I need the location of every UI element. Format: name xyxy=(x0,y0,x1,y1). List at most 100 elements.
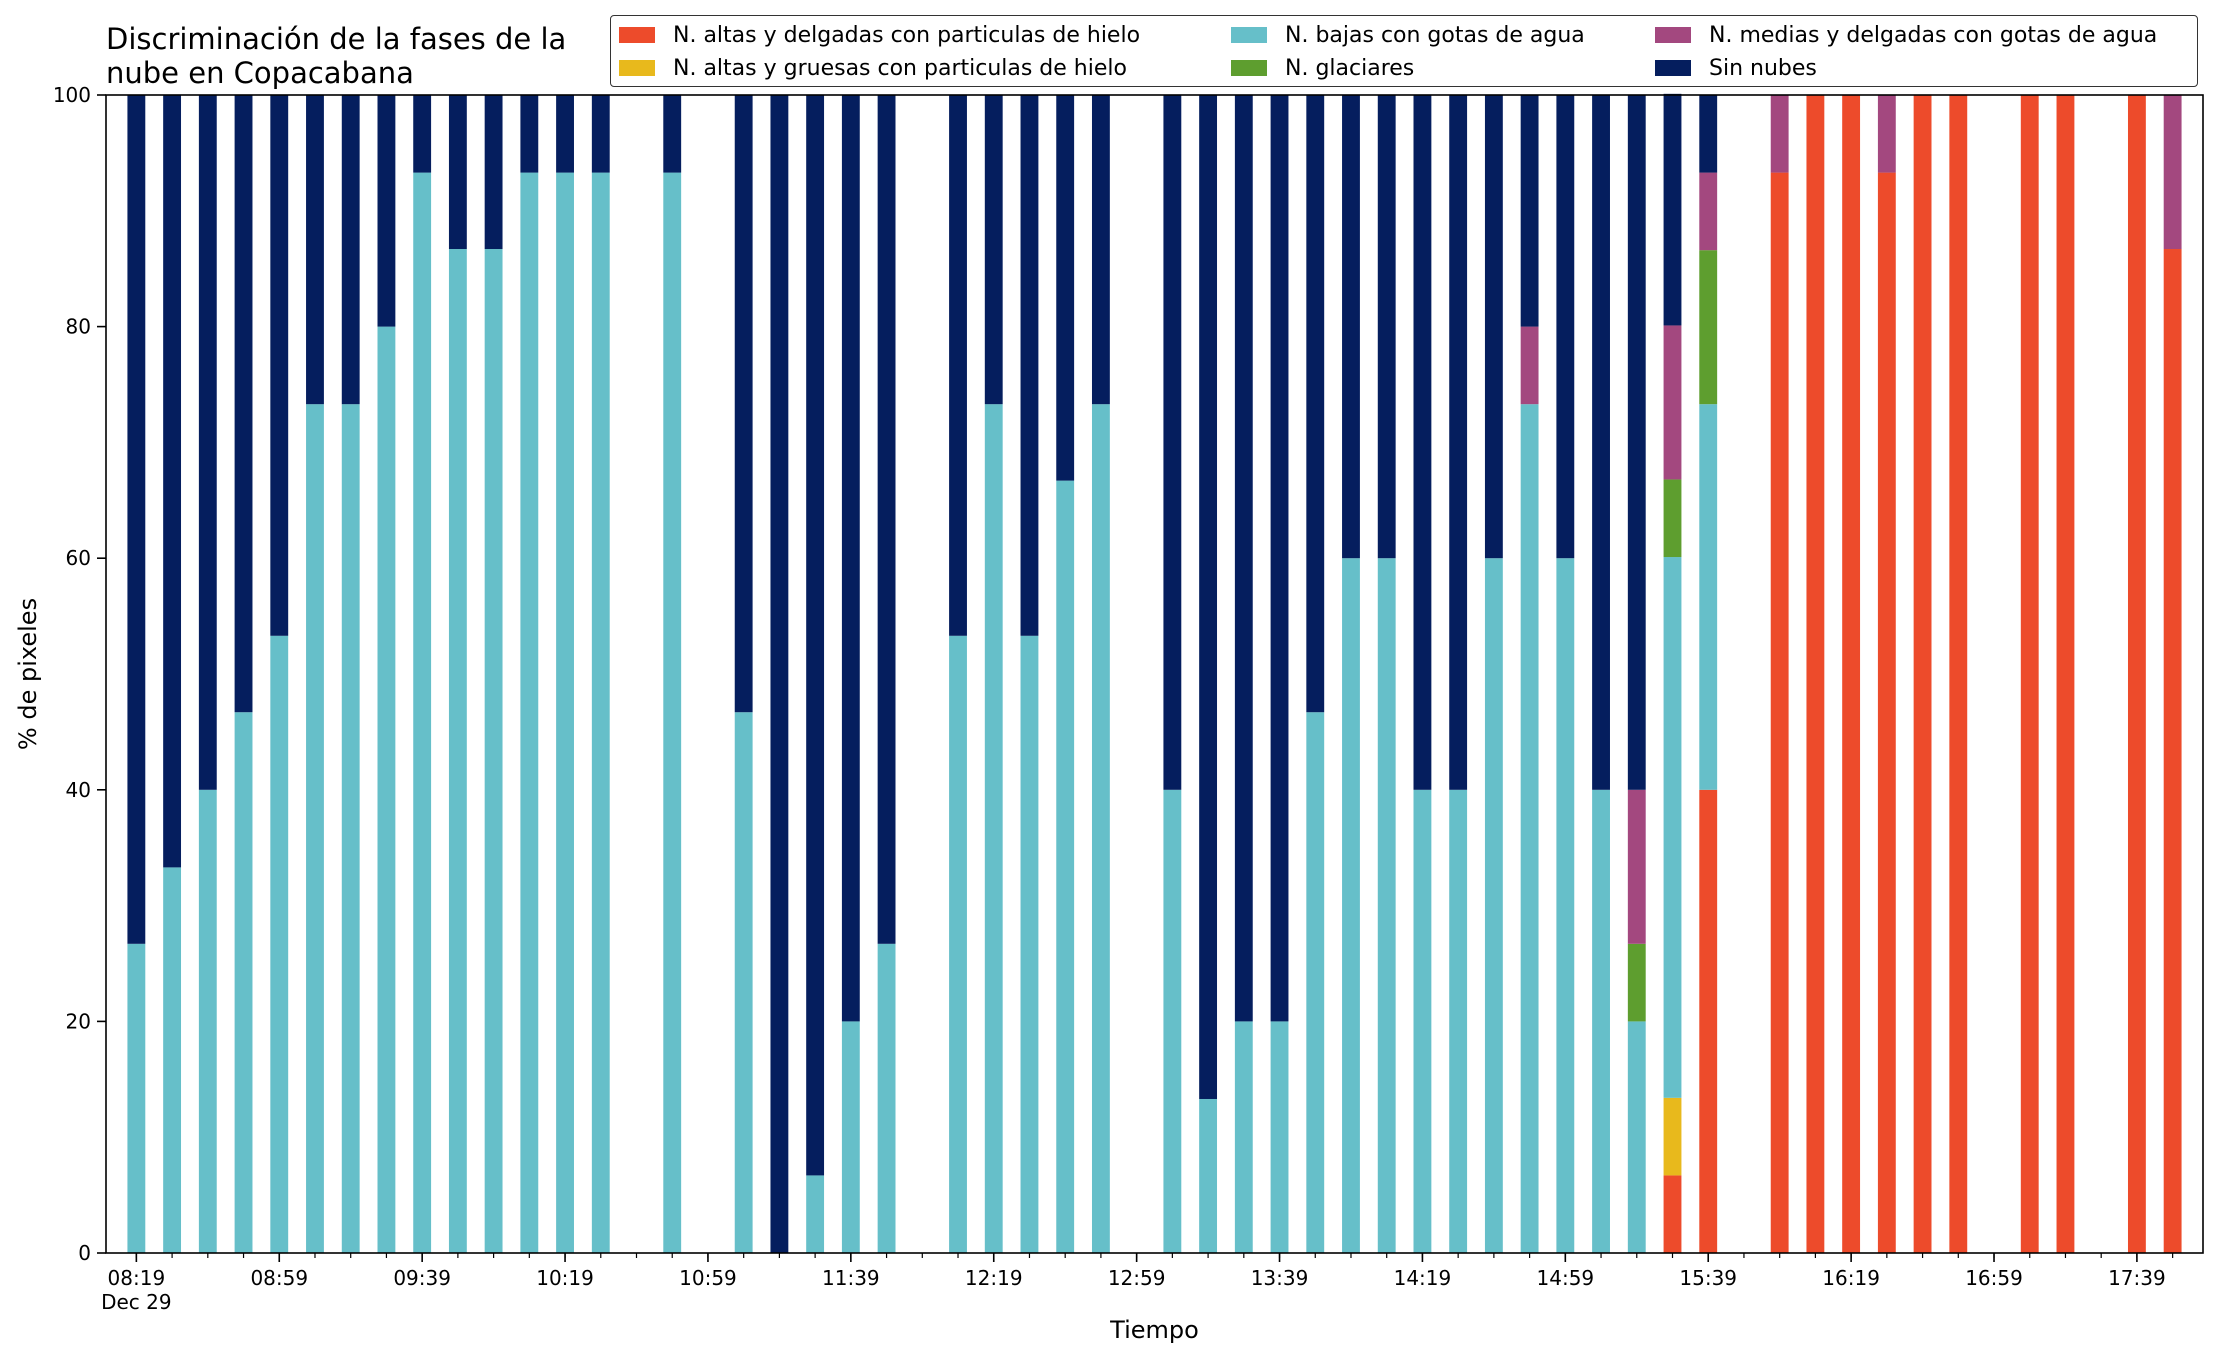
bar-segment-bajas xyxy=(413,172,432,1254)
x-tick-label: 10:19 xyxy=(536,1266,594,1290)
bar-segment-bajas xyxy=(806,1175,825,1253)
bar-segment-bajas xyxy=(341,404,360,1253)
x-tick-sublabel: Dec 29 xyxy=(101,1290,172,1314)
bar-segment-sin-nubes xyxy=(1163,95,1182,790)
bar-segment-bajas xyxy=(448,249,467,1253)
bar-segment-sin-nubes xyxy=(1699,95,1718,173)
bar-segment-sin-nubes xyxy=(306,95,324,405)
bar-segment-bajas xyxy=(1163,789,1182,1253)
bar-segment-altas-delgadas xyxy=(2056,95,2075,1253)
bar-segment-sin-nubes xyxy=(949,95,967,636)
bar-segment-bajas xyxy=(1699,404,1718,790)
bar-segment-bajas xyxy=(877,943,896,1253)
bar-segment-sin-nubes xyxy=(806,95,825,1176)
bar-segment-sin-nubes xyxy=(520,95,539,173)
bar-segment-sin-nubes xyxy=(1234,95,1253,1022)
bar-segment-sin-nubes xyxy=(1342,95,1360,559)
bar-segment-medias xyxy=(1520,326,1539,405)
bar-segment-sin-nubes xyxy=(1663,93,1682,326)
bar-segment-altas-delgadas xyxy=(1663,1175,1682,1253)
bar-segment-bajas xyxy=(198,789,217,1253)
bar-segment-bajas xyxy=(556,172,574,1254)
bar-segment-sin-nubes xyxy=(484,95,503,250)
bar-segment-sin-nubes xyxy=(1413,95,1432,790)
x-tick-label: 14:59 xyxy=(1537,1266,1595,1290)
bar-segment-sin-nubes xyxy=(198,95,217,790)
bars-layer xyxy=(127,93,2182,1254)
bar-segment-sin-nubes xyxy=(413,95,432,173)
bar-segment-bajas xyxy=(1520,404,1539,1253)
bar-segment-sin-nubes xyxy=(377,95,396,327)
bar-segment-medias xyxy=(1877,95,1896,173)
y-tick-label: 40 xyxy=(66,778,91,802)
bar-segment-bajas xyxy=(1020,635,1039,1253)
x-tick-label: 15:39 xyxy=(1679,1266,1737,1290)
bar-segment-bajas xyxy=(1377,558,1396,1253)
legend-swatch xyxy=(619,60,655,76)
legend-item-glaciares: N. glaciares xyxy=(1231,53,1414,83)
bar-segment-bajas xyxy=(127,943,146,1253)
bar-segment-bajas xyxy=(520,172,539,1254)
chart-title: Discriminación de la fases de la nube en … xyxy=(106,22,566,90)
bar-segment-sin-nubes xyxy=(270,95,289,636)
bar-segment-altas-delgadas xyxy=(2163,249,2182,1253)
bar-segment-sin-nubes xyxy=(163,95,182,868)
chart-title-line: nube en Copacabana xyxy=(106,56,414,90)
bar-segment-bajas xyxy=(1449,789,1468,1253)
bar-segment-bajas xyxy=(949,635,967,1253)
bar-segment-glaciares xyxy=(1627,943,1646,1022)
y-tick-label: 60 xyxy=(66,546,91,570)
bar-segment-bajas xyxy=(377,326,396,1254)
bar-segment-sin-nubes xyxy=(1020,95,1039,636)
bar-segment-medias xyxy=(1663,325,1682,480)
x-tick-label: 10:59 xyxy=(679,1266,737,1290)
bar-segment-bajas xyxy=(1056,480,1075,1253)
y-tick-label: 80 xyxy=(66,315,91,339)
legend-swatch xyxy=(1231,60,1267,76)
y-axis-label: % de pixeles xyxy=(14,598,42,750)
bar-segment-sin-nubes xyxy=(1056,95,1075,481)
bar-segment-sin-nubes xyxy=(1627,95,1646,790)
bar-segment-bajas xyxy=(484,249,503,1253)
bar-segment-sin-nubes xyxy=(1484,95,1503,559)
legend-item-medias: N. medias y delgadas con gotas de agua xyxy=(1655,20,2157,50)
bar-segment-glaciares xyxy=(1699,250,1718,405)
bar-segment-sin-nubes xyxy=(877,95,896,944)
x-tick-label: 11:39 xyxy=(822,1266,880,1290)
x-tick-label: 14:19 xyxy=(1394,1266,1452,1290)
bar-segment-bajas xyxy=(1413,789,1432,1253)
bar-segment-altas-gruesas xyxy=(1663,1097,1682,1176)
bar-segment-altas-delgadas xyxy=(2127,95,2146,1253)
bar-segment-sin-nubes xyxy=(1556,95,1575,559)
bar-segment-sin-nubes xyxy=(1449,95,1468,790)
bar-segment-sin-nubes xyxy=(841,95,860,1022)
bar-segment-medias xyxy=(1627,789,1646,944)
bar-segment-bajas xyxy=(591,172,610,1254)
legend-swatch xyxy=(1231,27,1267,43)
bar-segment-bajas xyxy=(1234,1021,1253,1253)
bar-segment-bajas xyxy=(163,867,182,1253)
bar-segment-medias xyxy=(1770,95,1789,173)
bar-segment-bajas xyxy=(1592,789,1610,1253)
legend: N. altas y delgadas con particulas de hi… xyxy=(610,15,2198,87)
bar-segment-sin-nubes xyxy=(1091,95,1110,405)
x-tick-label: 08:59 xyxy=(250,1266,308,1290)
x-tick-label: 12:59 xyxy=(1108,1266,1166,1290)
bar-segment-sin-nubes xyxy=(770,95,789,1253)
bar-segment-bajas xyxy=(306,404,324,1253)
bar-segment-sin-nubes xyxy=(1520,95,1539,327)
bar-segment-sin-nubes xyxy=(1199,95,1218,1099)
y-tick-label: 100 xyxy=(53,83,91,107)
bar-segment-sin-nubes xyxy=(448,95,467,250)
legend-label: N. altas y delgadas con particulas de hi… xyxy=(673,22,1141,48)
bar-segment-bajas xyxy=(841,1021,860,1253)
bar-segment-sin-nubes xyxy=(1592,95,1610,790)
bar-segment-sin-nubes xyxy=(556,95,574,173)
bar-segment-bajas xyxy=(1270,1021,1289,1253)
bar-segment-sin-nubes xyxy=(1306,95,1325,713)
bar-segment-altas-delgadas xyxy=(1699,789,1718,1253)
bar-segment-bajas xyxy=(1342,558,1360,1253)
y-tick-label: 0 xyxy=(78,1241,91,1265)
bar-segment-sin-nubes xyxy=(1270,95,1289,1022)
